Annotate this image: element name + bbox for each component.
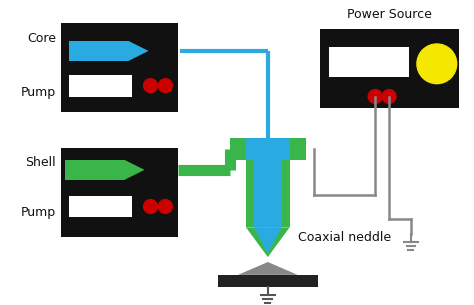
Bar [69, 75, 132, 96]
Bar [69, 196, 132, 217]
Polygon shape [238, 262, 298, 275]
Bar [246, 138, 290, 160]
Circle shape [417, 44, 457, 84]
Bar [65, 160, 125, 180]
Text: Pump: Pump [21, 86, 56, 99]
Bar [254, 160, 282, 227]
Bar [319, 29, 459, 108]
Text: Coaxial neddle: Coaxial neddle [298, 231, 391, 244]
Polygon shape [246, 227, 290, 257]
Circle shape [158, 79, 173, 92]
Circle shape [382, 90, 396, 103]
Polygon shape [125, 160, 145, 180]
Bar [61, 23, 178, 112]
Polygon shape [128, 41, 148, 61]
Text: Shell: Shell [26, 156, 56, 169]
Bar [230, 138, 306, 160]
Bar [218, 275, 318, 287]
Bar [329, 47, 409, 77]
Circle shape [368, 90, 382, 103]
Circle shape [144, 79, 157, 92]
Bar [61, 148, 178, 237]
Bar [69, 41, 128, 61]
Text: Core: Core [27, 31, 56, 45]
Text: Power Source: Power Source [346, 8, 431, 21]
Polygon shape [254, 227, 282, 253]
Bar [246, 160, 290, 227]
Text: Pump: Pump [21, 206, 56, 219]
Circle shape [144, 199, 157, 213]
Circle shape [158, 199, 173, 213]
